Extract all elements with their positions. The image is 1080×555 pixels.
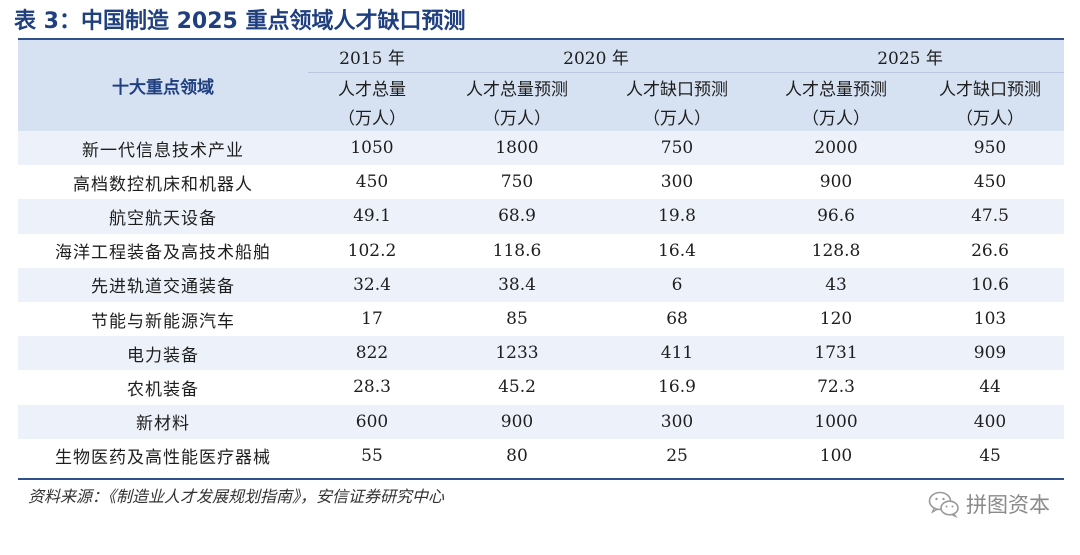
cell-value: 411 (598, 336, 757, 371)
cell-value: 16.4 (658, 240, 696, 261)
cell-value: 103 (973, 309, 1007, 330)
row-name: 生物医药及高性能医疗器械 (55, 448, 271, 469)
cell-value: 44 (979, 377, 1001, 398)
cell-value: 19.8 (598, 199, 757, 234)
row-name: 节能与新能源汽车 (91, 311, 235, 332)
cell-value: 10.6 (916, 267, 1065, 302)
watermark-text: 拼图资本 (966, 493, 1050, 517)
cell-value: 118.6 (492, 240, 542, 261)
cell-value: 822 (308, 336, 436, 371)
cell-value: 68.9 (436, 199, 598, 234)
row-name: 农机装备 (127, 379, 199, 400)
cell-value: 6 (598, 267, 757, 302)
cell-value: 450 (355, 172, 389, 193)
unit-header: （万人） (436, 102, 598, 131)
year-header-2015: 2015 年 (308, 40, 436, 73)
cell-value: 45 (979, 445, 1001, 466)
cell-value: 80 (506, 445, 528, 466)
cell-value: 17 (361, 309, 383, 330)
wechat-icon (928, 491, 959, 518)
cell-value: 72.3 (817, 377, 855, 398)
table-title: 表 3：中国制造 2025 重点领域人才缺口预测 (14, 9, 466, 34)
row-name: 新一代信息技术产业 (18, 131, 308, 166)
cell-value: 1800 (436, 131, 598, 166)
table-row: 新一代信息技术产业 1050 1800 750 2000 950 (18, 131, 1065, 166)
metric-header: 人才总量预测 (436, 72, 598, 102)
cell-value: 2000 (756, 131, 917, 166)
unit-header: （万人） (756, 102, 917, 131)
cell-value: 28.3 (353, 377, 391, 398)
talent-gap-table: 十大重点领域 2015 年 2020 年 2025 年 人才总量 人才总量预测 … (18, 40, 1065, 473)
cell-value: 47.5 (916, 199, 1065, 234)
cell-value: 900 (819, 172, 853, 193)
bottom-rule (18, 478, 1064, 480)
unit-header: （万人） (308, 102, 436, 131)
cell-value: 26.6 (971, 240, 1009, 261)
cell-value: 85 (506, 309, 528, 330)
cell-value: 300 (598, 404, 757, 439)
cell-value: 49.1 (308, 199, 436, 234)
cell-value: 900 (436, 404, 598, 439)
cell-value: 100 (819, 445, 853, 466)
cell-value: 400 (916, 404, 1065, 439)
table-row: 农机装备 28.3 45.2 16.9 72.3 44 (18, 370, 1064, 404)
cell-value: 120 (819, 309, 853, 330)
table-row: 节能与新能源汽车 17 85 68 120 103 (18, 302, 1064, 336)
metric-header: 人才总量预测 (756, 72, 917, 102)
cell-value: 750 (598, 131, 757, 166)
table-row: 海洋工程装备及高技术船舶 102.2 118.6 16.4 128.8 26.6 (18, 234, 1064, 268)
row-header-label: 十大重点领域 (18, 40, 308, 131)
unit-header: （万人） (916, 102, 1065, 131)
cell-value: 750 (500, 172, 534, 193)
cell-value: 950 (916, 131, 1065, 166)
cell-value: 1731 (756, 336, 917, 371)
table-row: 电力装备 822 1233 411 1731 909 (18, 336, 1065, 371)
top-rule (18, 38, 1064, 40)
cell-value: 45.2 (498, 377, 536, 398)
year-header-2025: 2025 年 (756, 40, 1065, 73)
watermark: 拼图资本 (928, 489, 1050, 519)
cell-value: 96.6 (756, 199, 917, 234)
row-name: 海洋工程装备及高技术船舶 (55, 243, 271, 264)
table-row: 新材料 600 900 300 1000 400 (18, 404, 1065, 439)
cell-value: 128.8 (811, 240, 861, 261)
cell-value: 43 (756, 267, 917, 302)
metric-header: 人才缺口预测 (598, 72, 757, 102)
cell-value: 68 (666, 309, 688, 330)
table-row: 生物医药及高性能医疗器械 55 80 25 100 45 (18, 439, 1064, 473)
table-row: 高档数控机床和机器人 450 750 300 900 450 (18, 165, 1064, 199)
cell-value: 25 (666, 445, 688, 466)
table-row: 先进轨道交通装备 32.4 38.4 6 43 10.6 (18, 267, 1065, 302)
cell-value: 600 (308, 404, 436, 439)
metric-header: 人才缺口预测 (916, 72, 1065, 102)
cell-value: 450 (973, 172, 1007, 193)
cell-value: 102.2 (347, 240, 397, 261)
cell-value: 909 (916, 336, 1065, 371)
cell-value: 1233 (436, 336, 598, 371)
row-name: 先进轨道交通装备 (18, 267, 308, 302)
row-name: 新材料 (18, 404, 308, 439)
cell-value: 1050 (308, 131, 436, 166)
cell-value: 55 (361, 445, 383, 466)
row-name: 航空航天设备 (18, 199, 308, 234)
metric-header: 人才总量 (308, 72, 436, 102)
cell-value: 1000 (756, 404, 917, 439)
table-row: 航空航天设备 49.1 68.9 19.8 96.6 47.5 (18, 199, 1065, 234)
row-name: 高档数控机床和机器人 (73, 174, 253, 195)
cell-value: 300 (660, 172, 694, 193)
cell-value: 32.4 (308, 267, 436, 302)
cell-value: 16.9 (658, 377, 696, 398)
year-header-2020: 2020 年 (436, 40, 757, 73)
cell-value: 38.4 (436, 267, 598, 302)
source-note: 资料来源：《制造业人才发展规划指南》，安信证券研究中心 (28, 487, 445, 506)
row-name: 电力装备 (18, 336, 308, 371)
unit-header: （万人） (598, 102, 757, 131)
